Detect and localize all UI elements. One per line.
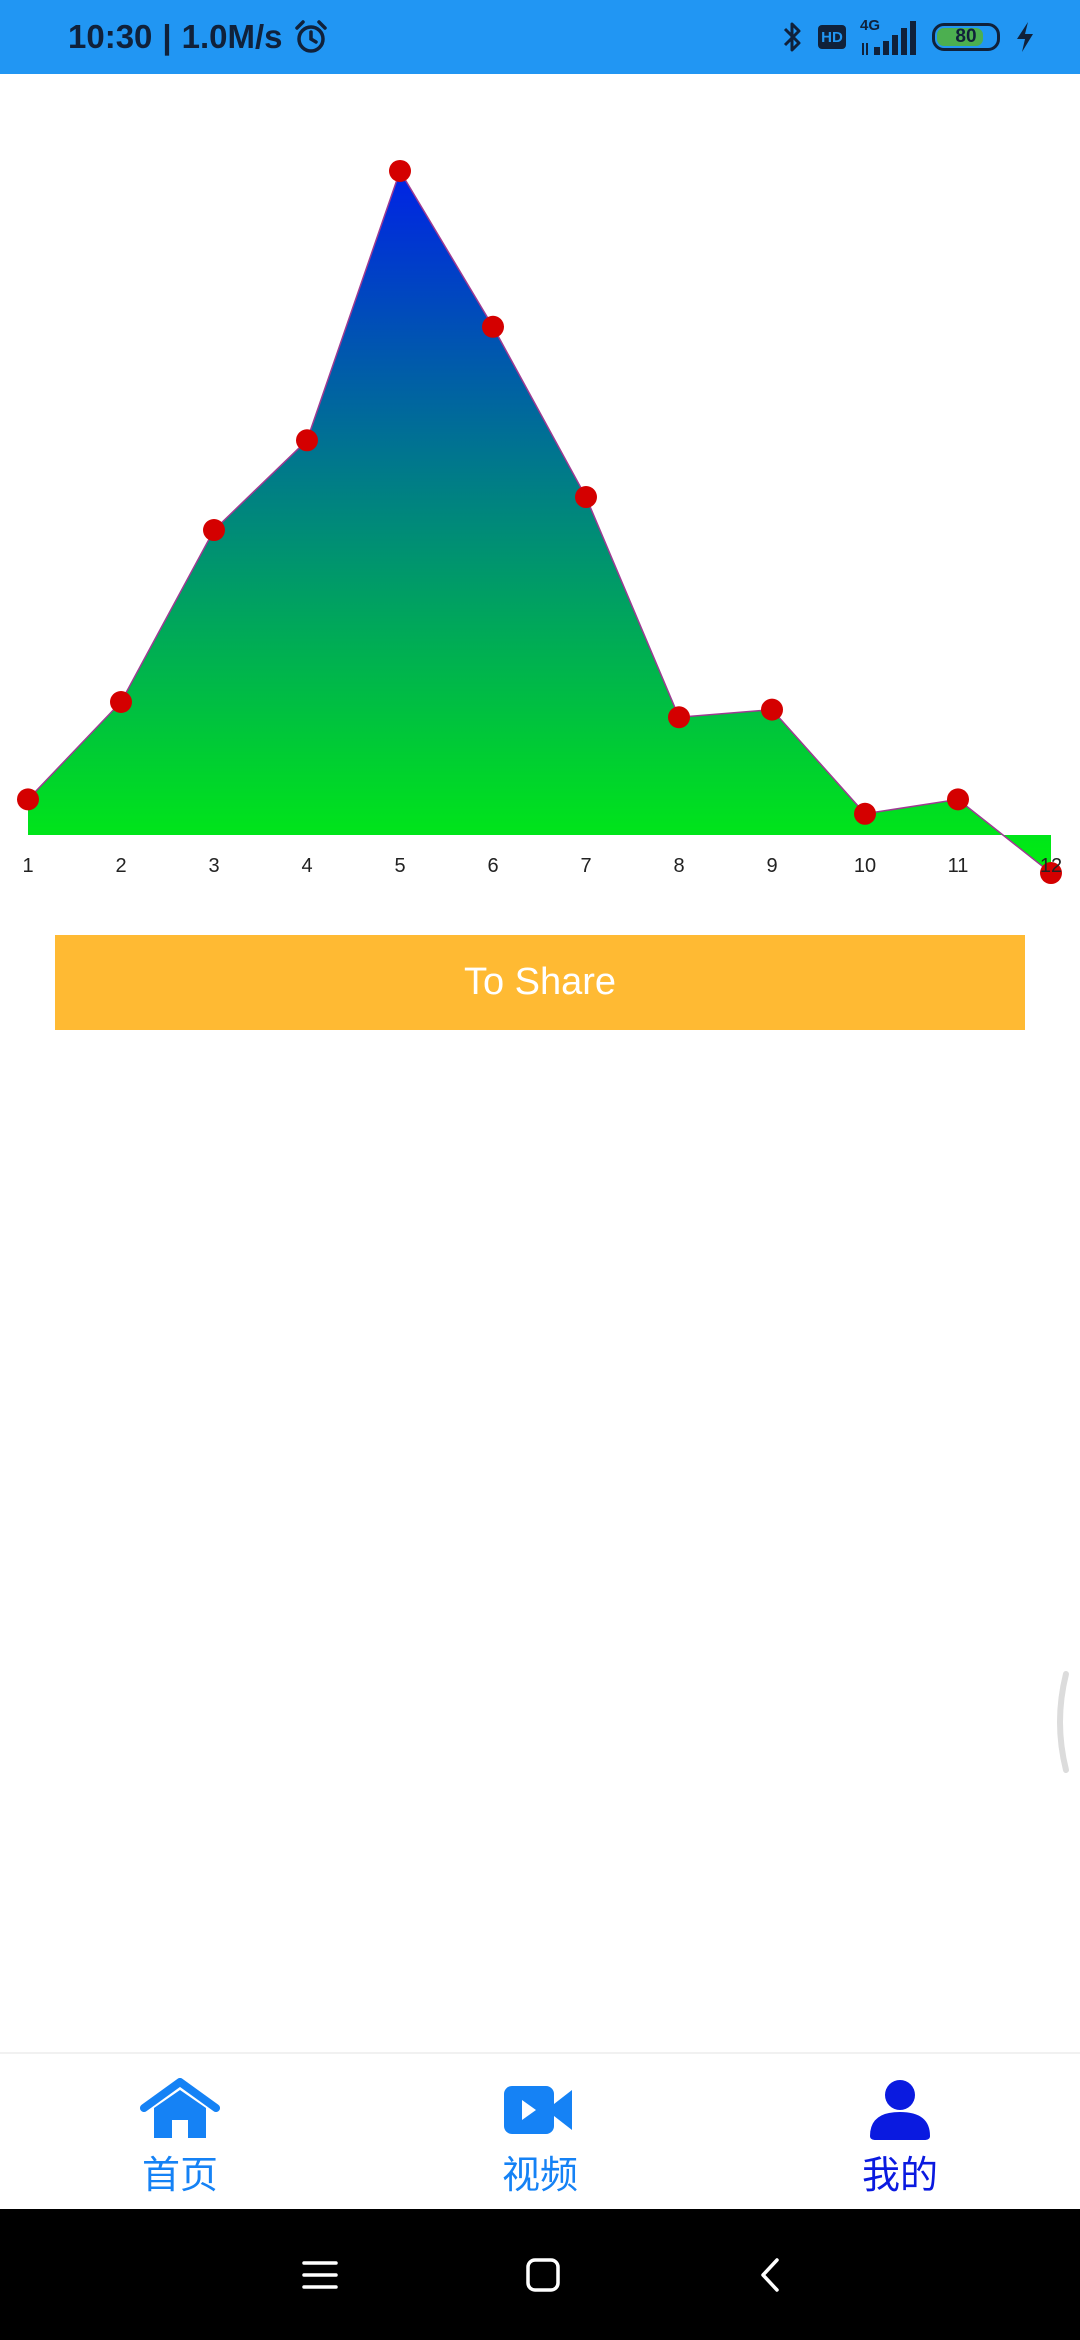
person-icon [870,2080,930,2140]
video-camera-icon [504,2086,572,2134]
back-button[interactable] [710,2209,830,2340]
nav-item-home[interactable]: 首页 [0,2054,360,2209]
bluetooth-icon [783,22,801,52]
x-tick-label-3: 3 [208,855,219,877]
chart-point-2 [110,690,132,713]
battery-icon: 80 [932,23,1000,51]
x-tick-label-12: 12 [1040,855,1062,877]
status-right: HD 4G 80 [782,0,1036,74]
system-navigation-bar [0,2209,1080,2340]
home-icon [140,2078,220,2138]
chart-point-11 [947,788,969,811]
chart-point-4 [296,429,318,452]
share-button[interactable]: To Share [55,935,1025,1030]
hd-icon: HD [818,25,846,49]
charging-icon [1017,22,1033,52]
x-tick-label-9: 9 [766,855,777,877]
menu-icon [302,2260,338,2289]
chart-point-3 [203,519,225,542]
nav-label-video: 视频 [501,2153,578,2197]
x-tick-label-11: 11 [948,855,969,877]
x-tick-label-1: 1 [22,855,33,877]
chart-point-12 [1040,862,1062,885]
home-square-icon [526,2257,560,2292]
status-separator: | [162,18,172,55]
status-left: 10:30 | 1.0M/s [68,0,329,74]
signal-group: 4G [860,17,918,57]
chart-point-7 [575,486,597,509]
nav-label-mine: 我的 [861,2153,938,2197]
chart-point-8 [668,706,690,729]
chart-point-10 [854,802,876,825]
chart-point-1 [17,788,39,811]
edge-swipe-handle[interactable] [1050,1670,1080,1774]
x-tick-label-2: 2 [115,855,126,877]
status-bar: 10:30 | 1.0M/s HD 4G 80 [0,0,1080,74]
battery-fill [937,28,983,46]
nav-item-mine[interactable]: 我的 [720,2054,1080,2209]
x-tick-label-6: 6 [487,855,498,877]
network-type-label: 4G [860,17,881,34]
chart-point-5 [389,159,411,182]
battery-level: 80 [955,26,977,47]
nav-item-video[interactable]: 视频 [360,2054,720,2209]
signal-icon [862,21,916,55]
status-time: 10:30 [68,18,153,55]
x-tick-label-7: 7 [580,855,591,877]
chart-point-6 [482,315,504,338]
status-network-speed: 1.0M/s [181,18,283,55]
x-tick-label-5: 5 [394,855,405,877]
x-tick-label-8: 8 [673,855,684,877]
area-chart: 1 2 3 4 5 6 7 8 9 10 11 12 [17,159,1062,885]
nav-label-home: 首页 [141,2153,218,2197]
alarm-icon [294,20,327,53]
chart-area-fill [28,170,1051,874]
chart-point-9 [761,698,783,721]
chart-series-line [27,169,1052,874]
recent-apps-button[interactable] [260,2209,380,2340]
home-button[interactable] [483,2209,603,2340]
back-chevron-icon [761,2257,779,2292]
bottom-navigation: 首页 视频 我的 [0,2052,1080,2209]
x-tick-label-4: 4 [301,855,312,877]
x-tick-label-10: 10 [854,855,876,877]
